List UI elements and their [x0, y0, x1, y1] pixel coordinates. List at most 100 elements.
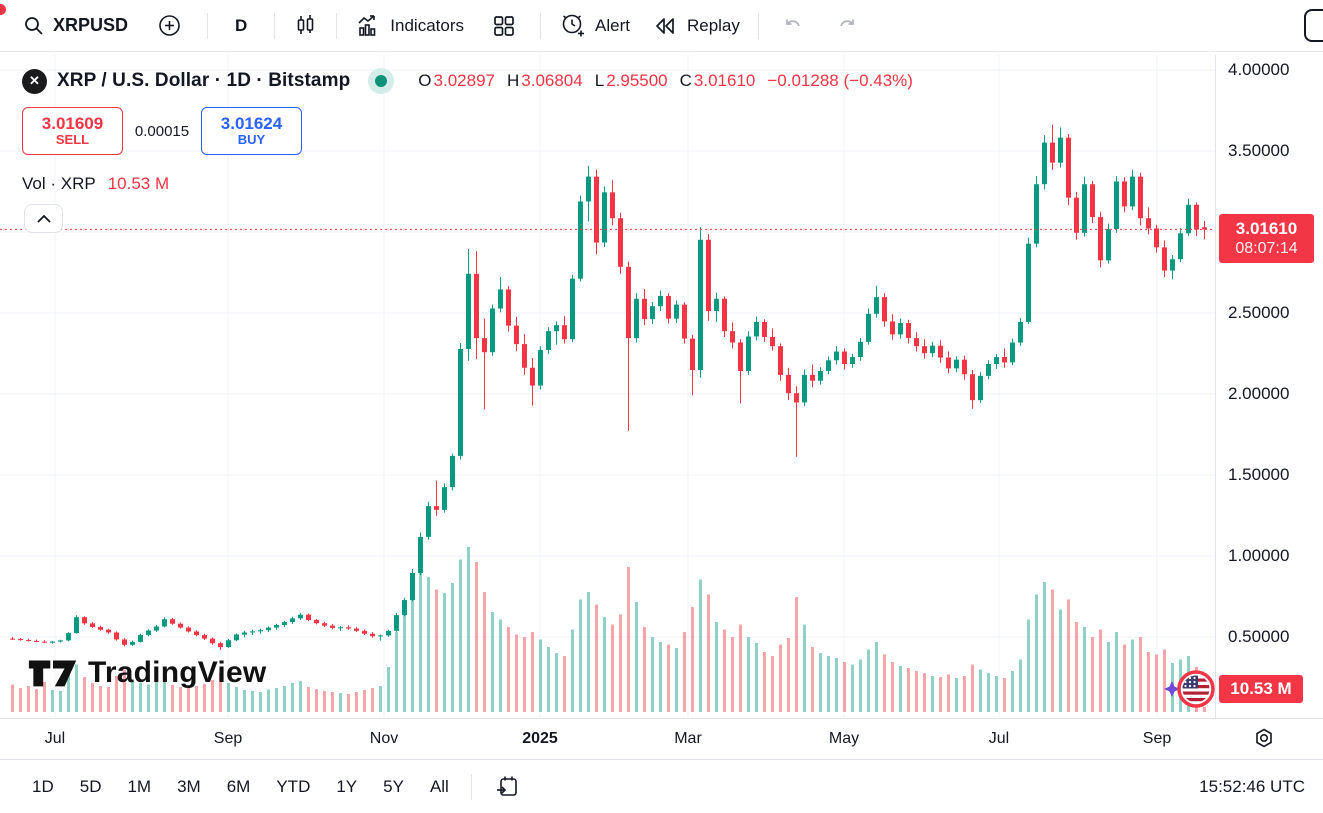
price-tick-label: 2.00000 [1228, 384, 1290, 403]
volume-study-label: Vol · XRP [22, 174, 96, 193]
sparkle-shape [1164, 681, 1180, 697]
session-clock[interactable]: 15:52:46 UTC [1199, 776, 1305, 796]
toolbar-divider [336, 12, 338, 39]
sell-button[interactable]: 3.01609 SELL [22, 107, 123, 155]
range-button-ytd[interactable]: YTD [276, 776, 311, 796]
us-flag-event-icon[interactable] [1162, 665, 1218, 713]
axis-settings-button[interactable] [1253, 727, 1275, 749]
alert-label: Alert [595, 15, 630, 35]
price-tick-label: 1.00000 [1228, 546, 1290, 565]
toolbar-divider [274, 12, 276, 39]
toolbar-divider [207, 12, 209, 39]
indicators-label: Indicators [390, 15, 464, 35]
interval-button[interactable]: D [235, 15, 248, 35]
buy-price: 3.01624 [220, 113, 283, 133]
chevron-up-icon [36, 214, 51, 223]
range-button-1d[interactable]: 1D [32, 776, 54, 796]
plus-circle-icon [157, 13, 182, 38]
volume-study-value: 10.53 M [107, 174, 170, 193]
layout-grid-button[interactable] [475, 7, 533, 45]
time-tick-label[interactable]: Sep [1142, 730, 1172, 747]
bottom-toolbar: 1D 5D 1M 3M 6M YTD 1Y 5Y All 15:52:46 UTC [0, 759, 1323, 813]
watermark-text: TradingView [88, 656, 267, 689]
candlestick-style-icon [293, 13, 318, 38]
notification-dot [0, 4, 6, 15]
time-tick-label[interactable]: 2025 [522, 730, 558, 747]
footer-divider [470, 773, 472, 800]
snapshot-button[interactable] [1304, 9, 1323, 42]
ohlc-item: L 2.95500 [594, 71, 668, 90]
legend-title[interactable]: XRP / U.S. Dollar · 1D · Bitstamp [57, 70, 351, 91]
sell-label: SELL [55, 132, 90, 148]
range-button-1m[interactable]: 1M [127, 776, 152, 796]
top-toolbar: XRPUSD D Indicators [0, 0, 1323, 52]
time-tick-label[interactable]: Jul [988, 730, 1010, 747]
undo-icon [785, 19, 800, 26]
time-tick-label[interactable]: Mar [674, 730, 702, 747]
toolbar-divider [540, 12, 541, 39]
date-range-buttons: 1D 5D 1M 3M 6M YTD 1Y 5Y All [22, 771, 459, 803]
time-axis[interactable]: Jul Sep Nov 2025 Mar May Jul Sep [0, 718, 1323, 759]
alert-clock-icon [559, 12, 586, 39]
price-axis[interactable]: 3.01610 08:07:14 10.53 M 4.00000 3.50000 2… [1216, 55, 1323, 718]
ohlc-item: C 3.01610 [679, 71, 756, 90]
go-to-date-button[interactable] [484, 768, 530, 806]
time-tick-label[interactable]: Nov [369, 730, 399, 747]
time-tick-label[interactable]: May [828, 730, 860, 747]
range-button-3m[interactable]: 3M [177, 776, 201, 796]
gear-hexagon-icon [1256, 728, 1272, 748]
redo-button[interactable] [820, 7, 874, 45]
ohlc-values: O 3.02897 H 3.06804 L 2.95500 C 3.01610 −0.01288… [418, 71, 913, 91]
price-tick-label: 3.50000 [1228, 141, 1290, 160]
search-icon [23, 15, 44, 36]
chart-style-button[interactable] [282, 7, 329, 45]
trade-panel: 3.01609 SELL 0.00015 3.01624 BUY [22, 107, 302, 155]
chart-legend: ✕ XRP / U.S. Dollar · 1D · Bitstamp O 3.0… [22, 68, 913, 94]
market-status-halo[interactable] [368, 68, 395, 94]
time-tick-label[interactable]: Jul [44, 730, 66, 747]
last-price-badge: 3.01610 08:07:14 [1219, 214, 1314, 264]
range-button-6m[interactable]: 6M [226, 776, 251, 796]
ohlc-item: O 3.02897 [418, 71, 495, 90]
redo-icon [840, 19, 854, 26]
bar-countdown: 08:07:14 [1235, 240, 1298, 258]
axis-separator [1215, 55, 1216, 758]
sell-price: 3.01609 [41, 113, 104, 133]
tradingview-watermark: TradingView [28, 655, 266, 691]
market-status-dot [375, 75, 388, 87]
range-button-5d[interactable]: 5D [79, 776, 102, 796]
time-tick-label[interactable]: Sep [213, 730, 243, 747]
indicators-icon [355, 13, 381, 39]
layout-grid-icon [491, 13, 517, 39]
ohlc-item: H 3.06804 [506, 71, 583, 90]
buy-label: BUY [237, 132, 266, 148]
symbol-search-button[interactable]: XRPUSD [12, 7, 139, 45]
spread-value: 0.00015 [134, 122, 190, 140]
compare-add-button[interactable] [139, 7, 200, 45]
range-button-all[interactable]: All [429, 776, 449, 796]
indicators-button[interactable]: Indicators [344, 7, 475, 45]
range-button-1y[interactable]: 1Y [336, 776, 358, 796]
price-tick-label: 2.50000 [1228, 303, 1290, 322]
replay-button[interactable]: Replay [641, 7, 751, 45]
xrp-logo-icon: ✕ [22, 68, 47, 94]
range-button-5y[interactable]: 5Y [383, 776, 404, 796]
replay-label: Replay [686, 15, 740, 35]
replay-rewind-icon [652, 13, 678, 39]
volume-study-row[interactable]: Vol · XRP 10.53 M [22, 174, 169, 194]
tradingview-logo-icon [28, 660, 77, 687]
undo-button[interactable] [766, 7, 820, 45]
last-price: 3.01610 [1235, 219, 1298, 238]
alert-button[interactable]: Alert [548, 7, 641, 45]
volume-badge: 10.53 M [1219, 675, 1303, 703]
price-tick-label: 0.50000 [1228, 627, 1290, 646]
price-chart[interactable] [0, 55, 1215, 718]
symbol-name: XRPUSD [53, 15, 129, 35]
price-change: −0.01288 (−0.43%) [767, 71, 913, 90]
toolbar-divider [757, 12, 759, 39]
price-tick-label: 1.50000 [1228, 465, 1290, 484]
collapse-legend-button[interactable] [24, 204, 63, 233]
calendar-goto-icon [496, 776, 517, 796]
buy-button[interactable]: 3.01624 BUY [201, 107, 302, 155]
